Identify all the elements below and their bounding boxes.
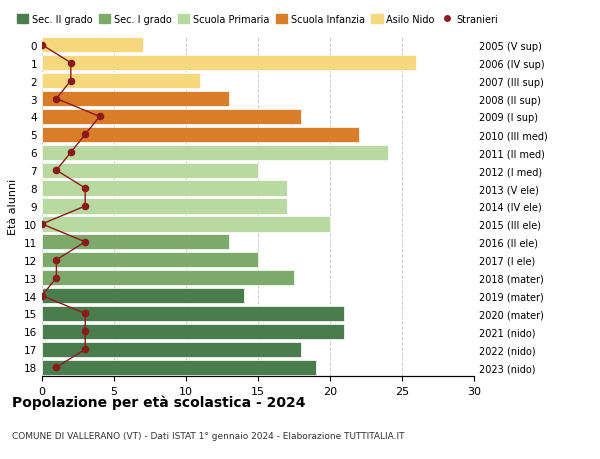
Bar — [42, 74, 200, 89]
Point — [52, 364, 61, 371]
Text: Popolazione per età scolastica - 2024: Popolazione per età scolastica - 2024 — [12, 395, 305, 409]
Bar — [42, 199, 287, 214]
Point — [80, 185, 90, 192]
Y-axis label: Età alunni: Età alunni — [8, 179, 19, 235]
Point — [80, 328, 90, 336]
Bar — [42, 146, 388, 161]
Bar — [42, 288, 244, 303]
Bar — [42, 324, 344, 339]
Point — [80, 310, 90, 318]
Bar — [42, 306, 344, 321]
Bar — [42, 92, 229, 107]
Bar — [42, 38, 143, 53]
Bar — [42, 342, 301, 357]
Bar — [42, 270, 294, 285]
Point — [66, 60, 76, 67]
Bar — [42, 217, 330, 232]
Point — [95, 113, 104, 121]
Bar — [42, 181, 287, 196]
Point — [37, 42, 47, 49]
Point — [37, 221, 47, 228]
Point — [37, 292, 47, 300]
Bar — [42, 252, 258, 268]
Bar — [42, 235, 229, 250]
Point — [52, 167, 61, 174]
Point — [52, 274, 61, 282]
Point — [66, 78, 76, 85]
Point — [80, 131, 90, 139]
Bar — [42, 110, 301, 125]
Point — [52, 257, 61, 264]
Bar — [42, 56, 416, 71]
Bar — [42, 128, 359, 143]
Point — [80, 346, 90, 353]
Legend: Sec. II grado, Sec. I grado, Scuola Primaria, Scuola Infanzia, Asilo Nido, Stran: Sec. II grado, Sec. I grado, Scuola Prim… — [17, 15, 498, 25]
Point — [80, 203, 90, 210]
Bar — [42, 163, 258, 179]
Bar — [42, 360, 316, 375]
Point — [52, 95, 61, 103]
Point — [66, 149, 76, 157]
Point — [80, 239, 90, 246]
Text: COMUNE DI VALLERANO (VT) - Dati ISTAT 1° gennaio 2024 - Elaborazione TUTTITALIA.: COMUNE DI VALLERANO (VT) - Dati ISTAT 1°… — [12, 431, 404, 441]
